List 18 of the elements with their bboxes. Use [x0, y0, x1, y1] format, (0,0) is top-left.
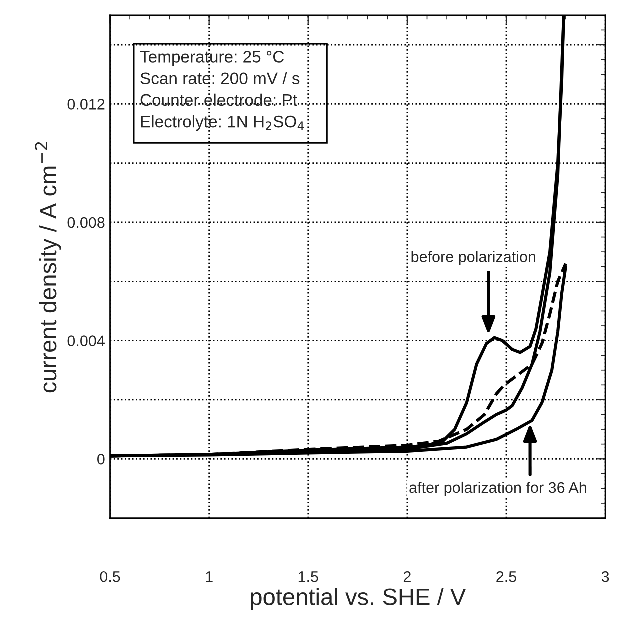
- y-tick-label: 0.008: [68, 217, 105, 228]
- y-tick-label: 0: [98, 454, 105, 465]
- annotation: after polarization for 36 Ah: [410, 482, 586, 496]
- x-axis-title: potential vs. SHE / V: [251, 588, 466, 610]
- x-tick-label: 1: [206, 572, 213, 582]
- x-tick-label: 2: [404, 571, 411, 582]
- x-tick-label: 3: [602, 571, 610, 582]
- annotation: Temperature: 25 °C: [140, 51, 284, 66]
- annotation: before polarization: [412, 251, 536, 266]
- annotation: Counter electrode: Pt: [140, 94, 298, 106]
- y-tick-label: 0.004: [68, 336, 105, 346]
- annotation: Scan rate: 200 mV / s: [140, 72, 300, 84]
- y-tick-label: 0.012: [68, 99, 105, 110]
- x-tick-label: 2.5: [496, 571, 516, 582]
- y-axis-title: current density / A cm$^{−2}$: [35, 142, 62, 393]
- x-tick-label: 1.5: [298, 572, 318, 582]
- x-tick-label: 0.5: [100, 571, 120, 582]
- annotation: Electrolyte: 1N H$_{2}$SO$_{4}$: [141, 115, 304, 132]
